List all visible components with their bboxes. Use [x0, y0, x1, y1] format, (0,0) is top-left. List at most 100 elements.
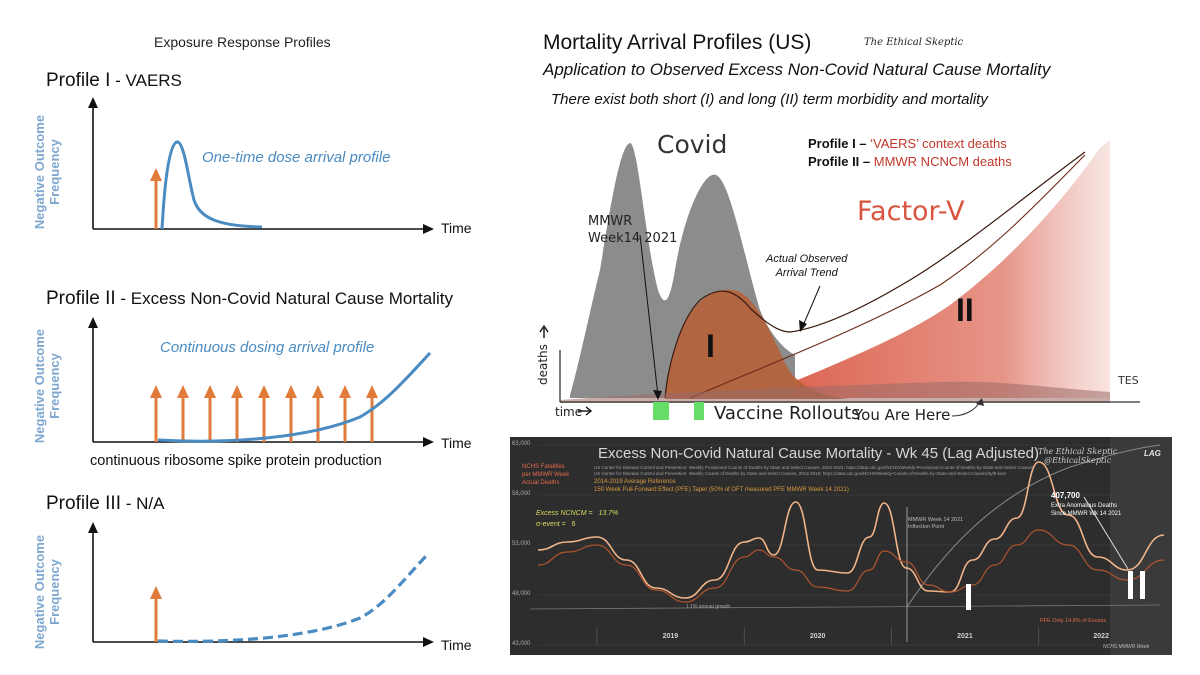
x-category-label-3: 2021	[957, 633, 973, 640]
inflection-label-line2: Inflection Point	[908, 524, 945, 530]
y-tick-label-1: 63,000	[512, 441, 531, 447]
you-are-here-label: You Are Here	[854, 406, 951, 424]
x-category-label-4: 2022	[1093, 633, 1109, 640]
excess-value: 13.7%	[598, 510, 619, 517]
source-footer: NCHS MMWR Week	[1103, 644, 1150, 650]
time-arrow-head	[585, 406, 593, 416]
profile-2-dose-arrows	[150, 385, 378, 442]
exposure-profiles-header: Exposure Response Profiles	[154, 34, 331, 50]
mmwr-label-line2: Week14 2021	[588, 231, 678, 246]
deaths-arrow-head	[539, 324, 549, 333]
factor-v-label: Factor-V	[857, 196, 965, 227]
x-category-label-2: 2020	[809, 633, 826, 640]
y-tick-label-4: 48,000	[512, 591, 531, 597]
bottom-brand: The Ethical Skeptic @EthicalSkeptic	[1038, 447, 1117, 465]
baseline-band	[560, 381, 1110, 403]
profile-1-x-arrowhead	[423, 224, 434, 234]
y-axis-label-line1: Negative Outcome	[32, 328, 47, 444]
profile-2-title-rest: - Excess Non-Covid Natural Cause Mortali…	[115, 289, 453, 308]
profile-1-time-label: Time	[441, 220, 472, 236]
y-axis-label-line2: Frequency	[47, 353, 62, 419]
mortality-note: There exist both short (I) and long (II)…	[551, 91, 988, 108]
trend-label-line2: Arrival Trend	[775, 267, 838, 279]
profile-1-y-axis-label: Negative Outcome Frequency	[32, 112, 62, 232]
dose-arrowhead-7	[312, 385, 324, 398]
profile-3-title-main: Profile III	[46, 493, 121, 514]
sigma-stat: σ-event = 6	[536, 521, 576, 528]
series-line-2	[537, 529, 1165, 603]
profile-2-y-arrowhead	[88, 317, 98, 328]
profile-2-caption: continuous ribosome spike protein produc…	[90, 453, 382, 469]
bottom-brand-line2: @EthicalSkeptic	[1044, 456, 1112, 465]
mortality-title: Mortality Arrival Profiles (US)	[543, 31, 812, 54]
chart-background	[510, 437, 1172, 655]
callout-text-line1: Extra Anomalous Deaths	[1051, 503, 1118, 509]
excess-label: Excess NCNCM =	[536, 510, 593, 517]
you-are-here-head	[976, 398, 984, 406]
y-title-line3: Actual Deaths	[522, 480, 560, 486]
factor-v-region	[755, 140, 1110, 398]
profile-2-line	[689, 154, 1086, 399]
profile-3-dose-arrowhead	[150, 586, 162, 599]
callout-pointer	[1083, 496, 1129, 570]
profile-2-title: Profile II - Excess Non-Covid Natural Ca…	[46, 288, 453, 310]
callout-text: Extra Anomalous Deaths Since MMWR Wk 14 …	[1051, 502, 1121, 518]
observed-trend-line	[664, 151, 1086, 399]
mmwr-pointer-head	[653, 390, 662, 400]
excess-mortality-chart: Excess Non-Covid Natural Cause Mortality…	[510, 437, 1172, 655]
profile-1-title: Profile I - VAERS	[46, 70, 182, 92]
y-title-line1: NCHS Fatalities	[522, 464, 565, 470]
legend-profile-2-prefix: Profile II –	[808, 154, 874, 169]
legend: Profile I – ‘VAERS’ context deaths Profi…	[808, 135, 1012, 171]
profile-1-title-main: Profile I	[46, 70, 111, 91]
dose-arrowhead-5	[258, 385, 270, 398]
profile-1-title-rest: - VAERS	[110, 71, 182, 90]
profile-1-curve	[160, 140, 263, 230]
profile-1-plot	[88, 97, 434, 234]
profile-1-dose-arrowhead	[150, 168, 162, 181]
inflection-label-line1: MMWR Week 14 2021	[908, 517, 964, 523]
profile-3-y-arrowhead	[88, 522, 98, 533]
lag-label: LAG	[1144, 449, 1161, 458]
profile-3-title-rest: - N/A	[120, 494, 165, 513]
marker-region-2a	[1128, 571, 1133, 599]
y-axis-label-line2: Frequency	[47, 139, 62, 205]
time-axis-label: time	[555, 405, 583, 419]
legend-profile-1: Profile I – ‘VAERS’ context deaths	[808, 135, 1012, 153]
profile-3-x-arrowhead	[423, 637, 434, 647]
trend-label-line1: Actual Observed	[766, 253, 848, 265]
excess-mortality-svg	[510, 437, 1172, 655]
chart-gridlines	[538, 444, 1164, 646]
region-2-label: II	[956, 292, 974, 328]
legend-profile-2-text: MMWR NCNCM deaths	[873, 154, 1012, 169]
brand-logo: The Ethical Skeptic	[864, 37, 964, 48]
dose-arrowhead-9	[366, 385, 378, 398]
pfe-line-label: 150 Week Pull-Forward Effect (PFE) Taper…	[594, 487, 849, 493]
growth-line	[529, 604, 1161, 610]
y-title: NCHS Fatalities per MMWR Week Actual Dea…	[522, 463, 569, 487]
profile-1-curve-label: One-time dose arrival profile	[202, 149, 391, 166]
marker-region-2b	[1140, 571, 1145, 599]
y-axis-label-line1: Negative Outcome	[32, 114, 47, 230]
profile-2-curve-label: Continuous dosing arrival profile	[160, 339, 375, 356]
sigma-label: σ-event =	[536, 521, 566, 528]
growth-label: 1.1% annual growth	[686, 604, 731, 610]
dose-arrowhead-8	[339, 385, 351, 398]
vaccine-rollouts-label: Vaccine Rollouts	[714, 403, 861, 424]
y-title-line2: per MMWR Week	[522, 472, 570, 478]
profile-2-plot	[88, 317, 434, 447]
mortality-subtitle: Application to Observed Excess Non-Covid…	[543, 60, 1051, 79]
dose-arrowhead-3	[204, 385, 216, 398]
trend-pointer-head	[799, 320, 807, 332]
source-line-1: US Center for Disease Control and Preven…	[594, 465, 1034, 470]
x-category-label-1: 2019	[662, 633, 679, 640]
chart-series	[537, 461, 1165, 603]
lag-shade	[1110, 437, 1172, 655]
profile-2-title-main: Profile II	[46, 288, 116, 309]
source-line-2: US Center for Disease Control and Preven…	[594, 471, 1007, 476]
profile-3-time-label: Time	[441, 637, 472, 653]
profile-1-region	[665, 289, 850, 399]
vaccine-rollout-box-1	[653, 402, 669, 420]
mmwr-label-line1: MMWR	[588, 214, 633, 229]
